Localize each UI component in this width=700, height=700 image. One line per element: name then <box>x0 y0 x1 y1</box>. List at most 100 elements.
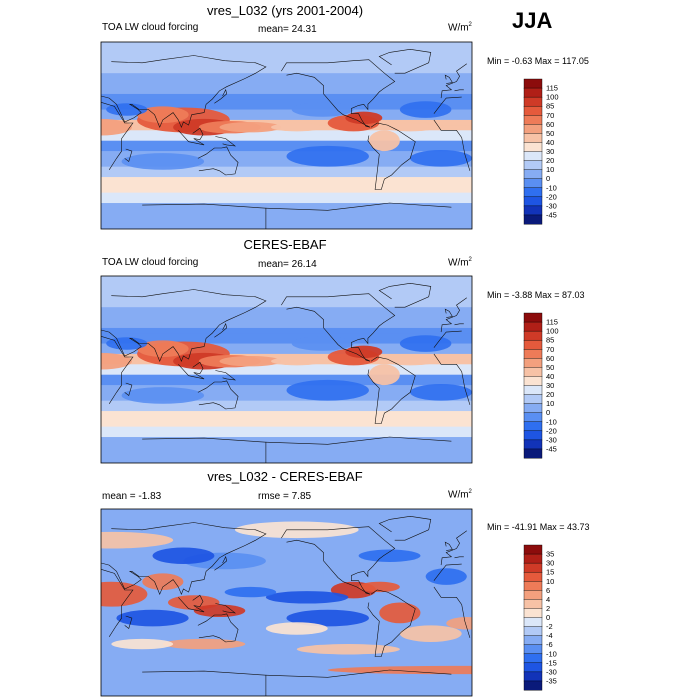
colorbar-tick-label: -15 <box>546 658 557 667</box>
colorbar-tick-label: 100 <box>546 327 559 336</box>
colorbar-swatch <box>523 376 543 387</box>
coastline <box>444 541 453 551</box>
colorbar-swatch <box>523 205 543 216</box>
colorbar-tick-label: 20 <box>546 156 554 165</box>
panel3-rmse-label: rmse = 7.85 <box>258 491 312 502</box>
panel1-variable-label: TOA LW cloud forcing <box>102 22 199 33</box>
colorbar-swatch <box>523 330 543 341</box>
colorbar-swatch <box>523 680 543 691</box>
colorbar-tick-label: 60 <box>546 120 554 129</box>
colorbar-tick-label: 115 <box>546 318 558 327</box>
panel3-title: vres_L032 - CERES-EBAF <box>207 469 363 484</box>
colorbar-tick-label: 70 <box>546 345 554 354</box>
colorbar-swatch <box>523 662 543 673</box>
colorbar-swatch <box>523 78 543 89</box>
coastline <box>433 96 462 114</box>
coastline <box>101 336 134 404</box>
colorbar-swatch <box>523 617 543 628</box>
colorbar-swatch <box>523 115 543 125</box>
colorbar-tick-label: -20 <box>546 192 557 201</box>
coastline <box>101 569 134 637</box>
coastline <box>124 148 133 163</box>
coastline <box>142 670 267 696</box>
coastline <box>124 382 133 397</box>
colorbar-tick-label: -30 <box>546 201 557 210</box>
coastline <box>197 613 239 643</box>
colorbar-swatch <box>523 187 543 198</box>
colorbar-swatch <box>523 394 543 405</box>
colorbar-swatch <box>523 571 543 582</box>
colorbar-swatch <box>523 87 543 98</box>
map-panel-1 <box>100 41 473 230</box>
coastline <box>454 323 464 326</box>
colorbar-tick-label: -45 <box>546 210 557 219</box>
coastline <box>433 119 471 171</box>
colorbar-swatch <box>523 403 543 414</box>
coastline <box>440 297 467 333</box>
colorbar-tick-label: 20 <box>546 390 554 399</box>
colorbar-swatch <box>523 349 543 359</box>
colorbar-tick-label: -6 <box>546 640 553 649</box>
coastline <box>433 563 462 581</box>
colorbar-tick-label: 50 <box>546 129 554 138</box>
colorbar-tick-label: 0 <box>546 174 550 183</box>
colorbar-tick-label: 30 <box>546 147 554 156</box>
colorbar-swatch <box>523 142 543 153</box>
colorbar-swatch <box>523 430 543 441</box>
coastline <box>192 127 204 141</box>
map-frame <box>100 41 473 230</box>
colorbar-swatch <box>523 385 543 396</box>
colorbar-swatch <box>523 590 543 600</box>
coastline <box>214 555 228 571</box>
panel2-title: CERES-EBAF <box>243 237 327 252</box>
colorbar-swatch <box>523 653 543 664</box>
colorbar-swatch <box>523 151 543 162</box>
colorbar-swatch <box>523 562 543 573</box>
colorbar-swatch <box>523 367 543 377</box>
colorbar-tick-label: -35 <box>546 676 557 685</box>
coastline <box>265 202 452 211</box>
coastline <box>444 74 453 84</box>
panel1-title: vres_L032 (yrs 2001-2004) <box>206 3 364 18</box>
colorbar-tick-label: -4 <box>546 631 553 640</box>
coastline <box>367 122 416 190</box>
colorbar-swatch <box>523 339 543 350</box>
colorbar-tick-label: 10 <box>546 577 554 586</box>
colorbar-tick-label: 100 <box>546 93 559 102</box>
colorbar-swatch <box>523 671 543 682</box>
panel1-min-max: Min = -0.63 Max = 117.05 <box>487 56 589 66</box>
colorbar-swatch <box>523 448 543 459</box>
panel2-min-max: Min = -3.88 Max = 87.03 <box>487 290 585 300</box>
map-panel-3 <box>100 508 473 697</box>
colorbar-tick-label: 85 <box>546 102 554 111</box>
colorbar-swatch <box>523 96 543 107</box>
coastline <box>215 136 237 147</box>
colorbar-swatch <box>523 169 543 180</box>
coastline <box>433 353 471 405</box>
coastline <box>378 515 432 541</box>
coastline <box>178 130 205 146</box>
coastline <box>440 530 467 566</box>
colorbar-tick-label: -10 <box>546 417 557 426</box>
coastline <box>192 594 204 608</box>
colorbar-tick-label: 70 <box>546 111 554 120</box>
colorbar-tick-label: 6 <box>546 586 550 595</box>
colorbar-swatch <box>523 544 543 555</box>
colorbar-tick-label: 30 <box>546 381 554 390</box>
colorbar-tick-label: -10 <box>546 649 557 658</box>
coastline <box>178 597 205 613</box>
colorbar-tick-label: 40 <box>546 138 554 147</box>
coastline <box>433 330 462 348</box>
coastline <box>454 89 464 92</box>
coastline <box>142 203 267 229</box>
coastline <box>367 589 416 657</box>
coastline <box>444 308 453 318</box>
coastline <box>440 63 467 99</box>
colorbar-swatch <box>523 581 543 591</box>
colorbar-swatch <box>523 214 543 225</box>
panel3-mean-label: mean = -1.83 <box>102 491 162 502</box>
season-label: JJA <box>512 8 553 33</box>
